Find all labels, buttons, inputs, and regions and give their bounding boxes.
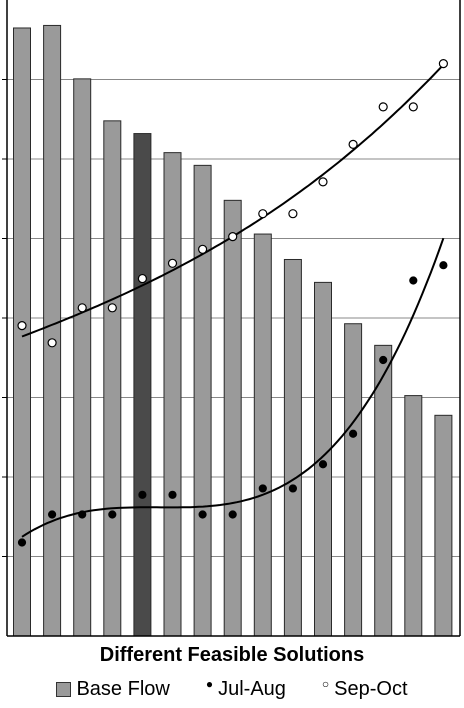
bar-14 xyxy=(404,395,423,637)
x-axis-title: Different Feasible Solutions xyxy=(99,644,365,666)
bar-15 xyxy=(434,414,453,637)
point-sep-oct-1 xyxy=(17,321,27,331)
legend-entry-jul-aug: ● Jul-Aug xyxy=(205,676,286,701)
point-jul-aug-15 xyxy=(439,261,448,270)
point-jul-aug-4 xyxy=(108,510,117,519)
point-sep-oct-14 xyxy=(408,102,418,112)
legend-label-jul-aug: Jul-Aug xyxy=(218,678,286,700)
point-sep-oct-12 xyxy=(348,139,358,149)
point-sep-oct-5 xyxy=(137,273,147,284)
point-jul-aug-7 xyxy=(198,510,207,519)
bar-9 xyxy=(253,233,272,637)
point-sep-oct-10 xyxy=(288,209,298,219)
bar-4 xyxy=(103,120,122,637)
point-sep-oct-7 xyxy=(198,244,208,254)
point-jul-aug-3 xyxy=(78,510,87,519)
bar-10 xyxy=(283,258,302,637)
point-sep-oct-4 xyxy=(107,303,117,313)
point-jul-aug-2 xyxy=(47,510,57,519)
bar-13 xyxy=(374,344,393,637)
bar-5 xyxy=(133,133,152,637)
bar-3 xyxy=(73,78,92,637)
bar-6 xyxy=(163,152,182,637)
bar-8 xyxy=(223,199,242,637)
bar-2 xyxy=(43,24,62,637)
point-jul-aug-14 xyxy=(409,276,418,285)
legend-swatch-base-flow xyxy=(56,682,72,697)
point-jul-aug-1 xyxy=(17,538,27,547)
legend: Base Flow ● Jul-Aug ○ Sep-Oct xyxy=(0,676,464,708)
point-jul-aug-10 xyxy=(288,484,297,493)
point-jul-aug-8 xyxy=(228,510,237,519)
bar-12 xyxy=(344,323,363,637)
bar-7 xyxy=(193,164,212,637)
point-jul-aug-13 xyxy=(379,355,388,365)
point-jul-aug-12 xyxy=(349,429,358,438)
legend-label-base-flow: Base Flow xyxy=(76,678,170,700)
point-sep-oct-6 xyxy=(167,258,178,268)
bar-11 xyxy=(314,281,332,637)
legend-marker-sep-oct: ○ xyxy=(321,676,330,691)
legend-marker-jul-aug: ● xyxy=(205,676,214,691)
point-sep-oct-3 xyxy=(77,303,87,313)
point-sep-oct-11 xyxy=(318,177,328,187)
point-jul-aug-9 xyxy=(258,484,267,493)
point-sep-oct-9 xyxy=(258,209,268,219)
point-sep-oct-2 xyxy=(47,338,57,348)
trend-line-jul-aug xyxy=(21,237,445,538)
point-jul-aug-11 xyxy=(318,460,328,469)
point-sep-oct-8 xyxy=(228,231,238,242)
feasible-solutions-chart xyxy=(2,0,461,637)
point-jul-aug-5 xyxy=(138,490,147,499)
legend-entry-sep-oct: ○ Sep-Oct xyxy=(321,676,408,701)
legend-entry-base-flow: Base Flow xyxy=(56,678,170,701)
point-sep-oct-15 xyxy=(438,58,448,69)
point-sep-oct-13 xyxy=(378,102,388,112)
legend-label-sep-oct: Sep-Oct xyxy=(334,678,408,700)
point-jul-aug-6 xyxy=(168,490,177,499)
